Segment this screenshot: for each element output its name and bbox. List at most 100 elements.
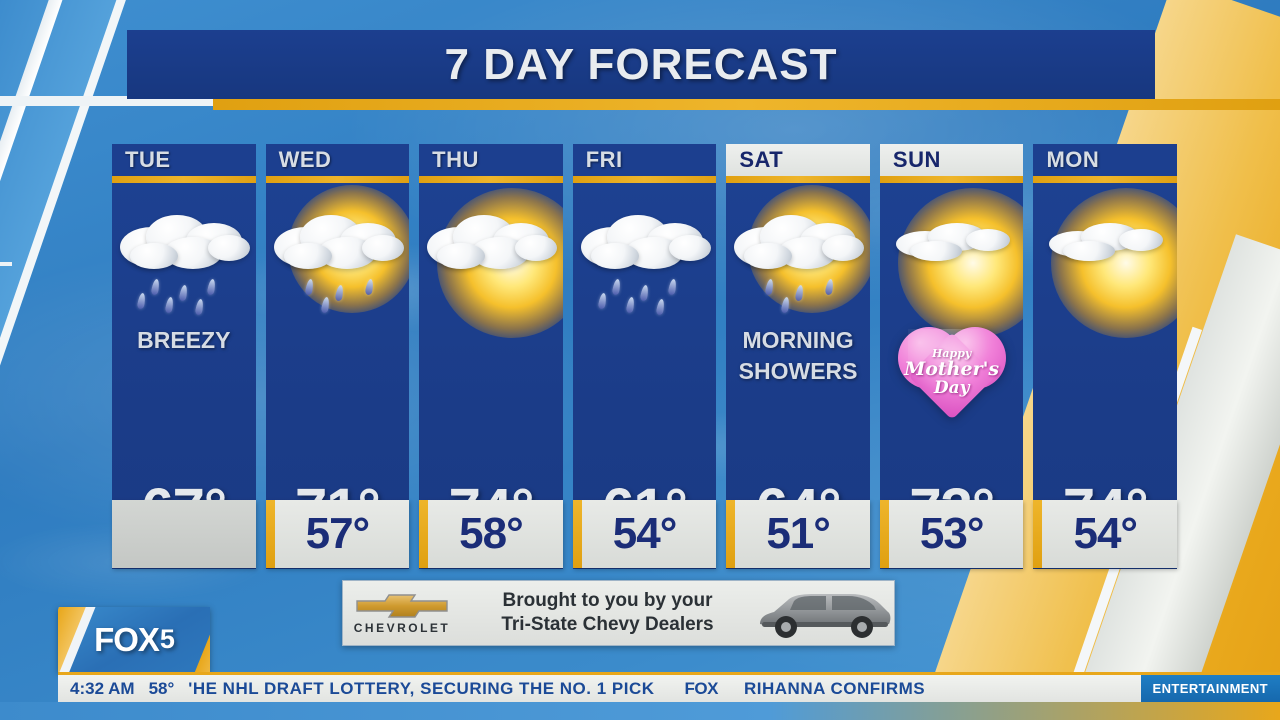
forecast-title-banner: 7 DAY FORECAST [127,30,1155,99]
low-temperature: 54° [1073,509,1138,558]
day-name: WED [278,147,332,172]
low-temperature: 54° [612,509,678,558]
day-header-sun[interactable]: SUN [879,144,1024,183]
ticker-time: 4:32 AM [70,678,135,698]
day-name: SAT [739,147,784,172]
day-name: THU [432,147,479,172]
cloud-puff [590,243,639,269]
rain-drop [625,296,636,314]
day-header-mon[interactable]: MON [1033,144,1178,183]
sponsor-message-line-2: Tri-State Chevy Dealers [501,614,714,635]
horizontal-white-stripe-2 [0,262,12,266]
low-box-gold-bar [572,500,582,568]
station-logo: FOX 5 [58,607,210,672]
sun-cloud-icon [419,188,563,338]
rain-drop [597,292,608,310]
cloud-puff [208,235,250,261]
low-temp-box-sat: 51° [726,500,870,568]
low-temperature-row: 57° 58° 54° 51° 53° 54° [112,500,1178,568]
sponsor-message-line-1: Brought to you by your [502,590,713,612]
logo-channel-number: 5 [159,624,175,654]
mothers-day-heart: Happy Mother's Day [896,319,1008,420]
day-header-fri[interactable]: FRI [572,144,717,183]
sun-glow [897,188,1024,338]
rain-drop [194,298,205,316]
day-header-gold-rule [879,176,1024,183]
suv-icon [760,594,891,638]
condition-label: MORNING SHOWERS [738,327,858,385]
heart-shape [896,319,1008,420]
low-temperature: 53° [919,509,985,558]
title-gold-rule [213,99,1280,110]
low-box-gold-bar [726,500,736,568]
low-temp-box-sun: 53° [879,500,1024,568]
cloud-puff [515,235,558,261]
sun-cloud-rain-icon [266,185,410,323]
heart-line-3: Day [933,377,970,398]
cloud-puff [744,243,793,269]
condition-label: BREEZY [137,327,231,353]
cloud-puff [1063,241,1116,261]
rain-drop [150,278,161,296]
day-header-gold-rule [265,176,410,183]
low-box-gold-bar [419,500,429,568]
day-name: MON [1046,147,1100,172]
low-box-gold-bar [1033,500,1043,568]
day-name: TUE [125,147,171,172]
rain-drop [639,284,650,302]
day-header-gold-rule [419,176,563,183]
chevrolet-logo: CHEVROLET [343,592,461,635]
day-header-thu[interactable]: THU [419,144,563,183]
low-temp-box-thu: 58° [419,500,563,568]
cloudy-rain-icon [573,193,717,323]
chevy-bowtie-icon [356,593,448,618]
cloud-puff [822,235,865,261]
sponsor-bar[interactable]: CHEVROLET Brought to you by your Tri-Sta… [342,580,895,646]
day-name: FRI [585,147,623,172]
cloud-puff [361,235,404,261]
cloudy-rain-icon [112,193,256,323]
cloud-puff [965,229,1010,251]
logo-fox-word: FOX [94,620,160,658]
cloud-puff [909,241,962,261]
rain-drop [206,278,217,296]
heart-line-1: Happy [932,346,972,360]
heart-highlight [907,329,996,399]
ticker-headline: 'HE NHL DRAFT LOTTERY, SECURING THE NO. … [188,678,655,698]
low-temperature: 51° [766,509,831,558]
cloud-puff [668,235,711,261]
ticker-network-logo: FOX [684,678,719,698]
day-header-sat[interactable]: SAT [726,144,870,183]
horizontal-white-stripe [0,96,222,106]
day-name: SUN [892,147,941,172]
rain-drop [178,284,189,302]
rain-drop [667,278,678,296]
news-ticker[interactable]: 4:32 AM 58° 'HE NHL DRAFT LOTTERY, SECUR… [58,672,1280,702]
chevrolet-wordmark: CHEVROLET [353,620,451,635]
day-header-tue[interactable]: TUE [112,144,256,183]
heart-line-2: Mother's [904,357,1000,380]
mostly-sunny-icon [880,188,1024,338]
day-header-gold-rule [726,176,870,183]
heart-text: Happy Mother's Day [896,319,1008,415]
cloud-puff [437,243,486,269]
rain-drop [611,278,622,296]
low-temp-box-fri: 54° [572,500,717,568]
ticker-category-badge[interactable]: ENTERTAINMENT [1140,675,1280,702]
rain-drop [136,292,147,310]
sun-cloud-rain-icon [726,185,870,323]
mostly-sunny-icon [1033,188,1178,338]
low-temperature: 57° [305,509,371,558]
logo-text: FOX 5 [58,607,210,672]
ticker-category-label: ENTERTAINMENT [1152,681,1268,696]
low-temp-box-tue [112,500,256,568]
ticker-temperature: 58° [148,678,175,698]
low-temp-box-wed: 57° [265,500,410,568]
cloud-puff [1119,229,1164,251]
low-temp-box-mon: 54° [1033,500,1178,568]
low-temperature: 58° [459,509,524,558]
day-header-gold-rule [112,176,256,183]
day-header-wed[interactable]: WED [265,144,410,183]
ticker-headline-2: RIHANNA CONFIRMS [743,678,926,698]
day-header-gold-rule [1033,176,1178,183]
